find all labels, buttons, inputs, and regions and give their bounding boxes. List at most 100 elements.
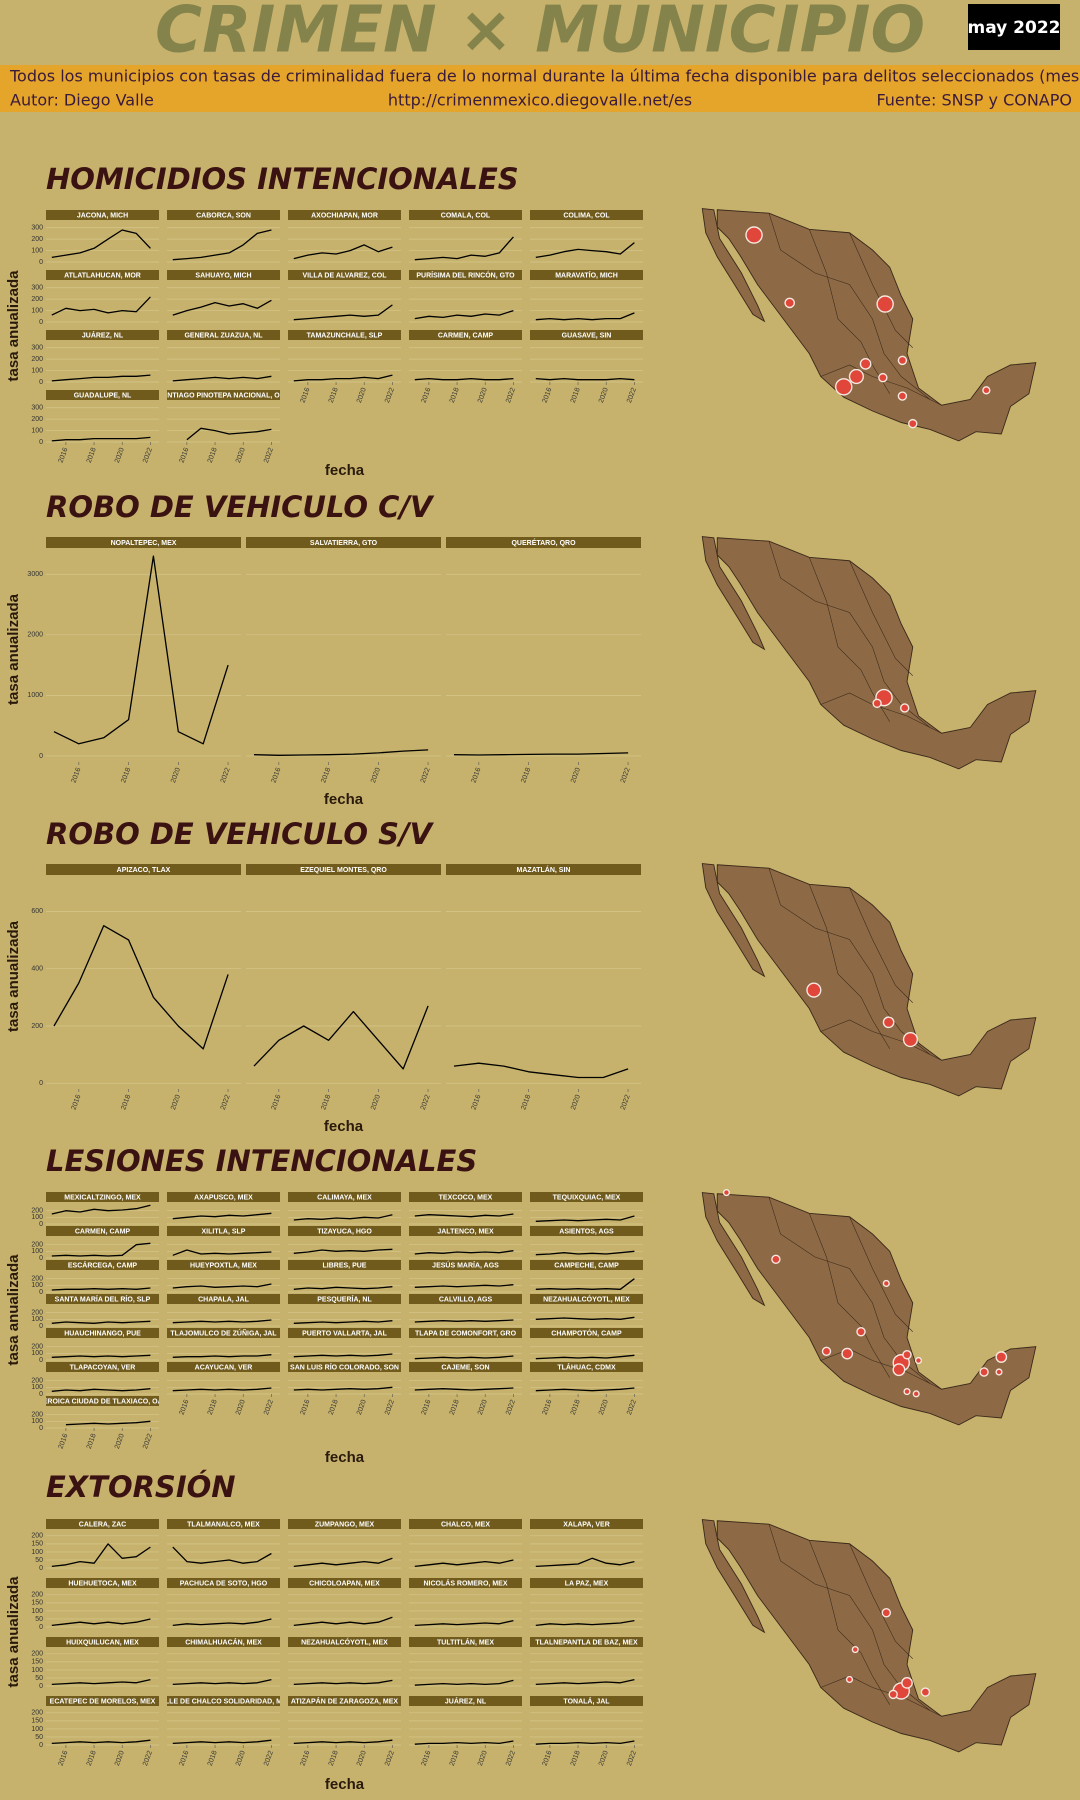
strip (288, 1294, 401, 1304)
strip (530, 1696, 643, 1706)
y-tick-label: 100 (31, 1549, 43, 1556)
series-line (172, 299, 272, 316)
x-tick-label: 2022 (384, 1750, 396, 1767)
x-tick-label: 2016 (58, 447, 70, 464)
x-tick-label: 2022 (142, 1433, 154, 1450)
panel-title: XALAPA, VER (563, 1521, 610, 1528)
series-line (253, 749, 429, 756)
series-line (414, 1679, 514, 1686)
y-tick-label: 200 (31, 1412, 43, 1419)
x-tick-label: 2020 (570, 767, 582, 784)
x-tick-label: 2016 (542, 387, 554, 404)
series-line (453, 1062, 629, 1079)
x-tick-label: 2020 (370, 1094, 382, 1111)
y-tick-label: 200 (31, 1378, 43, 1385)
panel-title: JALTENCO, MEX (437, 1228, 494, 1235)
strip (409, 1637, 522, 1647)
strip (46, 270, 159, 280)
y-tick-label: 150 (31, 1718, 43, 1725)
y-tick-label: 300 (31, 405, 43, 412)
panel-title: HUAUCHINANGO, PUE (64, 1330, 141, 1337)
panel-title: TEQUIXQUIAC, MEX (553, 1194, 621, 1201)
strip (530, 1637, 643, 1647)
strip (167, 1226, 280, 1236)
series-line (535, 377, 635, 381)
map-extorsion (701, 1519, 1037, 1753)
panel-title: NEZAHUALCÓYOTL, MEX (301, 1637, 388, 1646)
series-line (51, 1739, 151, 1745)
panel-title: CAMPECHE, CAMP (554, 1262, 619, 1269)
series-line (414, 309, 514, 320)
x-tick-label: 2020 (235, 1399, 247, 1416)
x-tick-label: 2018 (449, 1399, 461, 1416)
strip (46, 1226, 159, 1236)
strip (409, 1696, 522, 1706)
y-tick-label: 0 (39, 1323, 43, 1330)
y-tick-label: 0 (39, 1289, 43, 1296)
series-line (172, 1546, 272, 1564)
y-tick-label: 100 (31, 247, 43, 254)
x-tick-label: 2020 (370, 767, 382, 784)
strip (409, 1294, 522, 1304)
y-tick-label: 50 (35, 1675, 43, 1682)
author: Autor: Diego Valle (10, 91, 154, 110)
panel-title: GUADALUPE, NL (74, 392, 132, 399)
strip (530, 1519, 643, 1529)
y-tick-label: 1000 (27, 692, 43, 699)
strip (288, 210, 401, 220)
panel-title: PURÍSIMA DEL RINCÓN, GTO (416, 270, 515, 279)
x-tick-label: 2020 (477, 1750, 489, 1767)
strip (46, 330, 159, 340)
panel-title: MARAVATÍO, MICH (555, 270, 618, 279)
y-tick-label: 200 (31, 1344, 43, 1351)
series-line (535, 1354, 635, 1360)
y-tick-label: 0 (39, 379, 43, 386)
y-tick-label: 0 (39, 1080, 43, 1087)
strip (288, 1328, 401, 1338)
strip (46, 1396, 159, 1406)
series-line (186, 427, 272, 441)
series-line (172, 1283, 272, 1289)
y-tick-label: 0 (39, 1425, 43, 1432)
y-tick-label: 200 (31, 1310, 43, 1317)
panel-title: ZUMPANGO, MEX (315, 1521, 375, 1528)
y-tick-label: 200 (31, 1592, 43, 1599)
series-line (51, 296, 151, 316)
x-tick-label: 2020 (114, 1750, 126, 1767)
x-tick-label: 2022 (626, 1399, 638, 1416)
series-line (293, 374, 393, 382)
y-tick-label: 50 (35, 1734, 43, 1741)
strip (167, 1578, 280, 1588)
x-tick-label: 2022 (142, 1750, 154, 1767)
x-axis-title: fecha (325, 1776, 365, 1793)
x-tick-label: 2016 (271, 1094, 283, 1111)
series-line (172, 1212, 272, 1220)
y-tick-label: 100 (31, 1667, 43, 1674)
x-axis-title: fecha (324, 1118, 364, 1135)
strip (246, 864, 441, 875)
panel-title: TEXCOCO, MEX (439, 1194, 493, 1201)
url: http://crimenmexico.diegovalle.net/es (388, 91, 692, 110)
panel-title: TLAPA DE COMONFORT, GRO (415, 1330, 517, 1337)
panel-title: SAHUAYO, MICH (195, 272, 251, 279)
strip (409, 330, 522, 340)
series-line (51, 1354, 151, 1358)
x-tick-label: 2018 (207, 1750, 219, 1767)
strip (167, 1294, 280, 1304)
strip (167, 1637, 280, 1647)
series-line (51, 229, 151, 259)
y-tick-label: 100 (31, 367, 43, 374)
banner (0, 65, 1080, 112)
section-title: EXTORSIÓN (46, 1470, 236, 1504)
panel-title: JESÚS MARÍA, AGS (432, 1260, 499, 1269)
series-line (172, 375, 272, 382)
panel-title: CHIMALHUACÁN, MEX (185, 1637, 262, 1646)
x-tick-label: 2022 (142, 447, 154, 464)
x-tick-label: 2016 (421, 1750, 433, 1767)
panel-title: COLIMA, COL (563, 212, 610, 219)
series-line (535, 1619, 635, 1627)
strip (46, 1328, 159, 1338)
series-line (535, 1740, 635, 1745)
y-tick-label: 200 (31, 416, 43, 423)
strip (288, 1226, 401, 1236)
